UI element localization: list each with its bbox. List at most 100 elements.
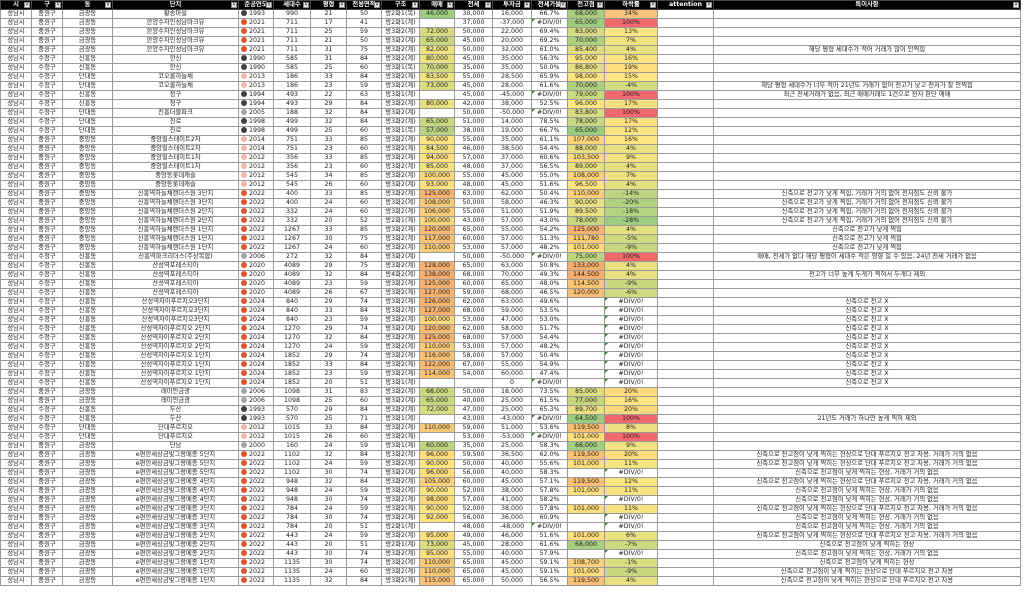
- cell-attention[interactable]: [657, 513, 714, 523]
- cell-previous-peak[interactable]: [567, 468, 605, 478]
- cell-drop-rate[interactable]: 100%: [604, 108, 658, 118]
- cell-attention[interactable]: [657, 27, 714, 37]
- cell-sale-price[interactable]: 82,000: [419, 45, 455, 55]
- cell-structure[interactable]: 방3화2(계): [381, 27, 420, 37]
- cell-jeonse-price[interactable]: 55,000: [454, 207, 493, 217]
- cell-sale-price[interactable]: 90,000: [419, 135, 455, 145]
- cell-attention[interactable]: [657, 90, 714, 100]
- cell-complex[interactable]: e편한세상금빛그랑메종 3단지: [112, 513, 239, 523]
- cell-notes[interactable]: 신축으로 전고가 낮게 찍힘: [713, 234, 1021, 244]
- cell-structure[interactable]: 방3화2(계): [381, 387, 420, 397]
- cell-drop-rate[interactable]: 12%: [604, 126, 658, 136]
- cell-structure[interactable]: 방3화2(계): [381, 423, 420, 433]
- cell-jeonse-price[interactable]: 50,000: [454, 252, 493, 262]
- cell-previous-peak[interactable]: 89,700: [567, 405, 605, 415]
- cell-previous-peak[interactable]: 77,000: [567, 396, 605, 406]
- cell-structure[interactable]: 방3화2(계): [381, 504, 420, 514]
- cell-sale-price[interactable]: 100,000: [419, 171, 455, 181]
- cell-notes[interactable]: 신축으로 전고점이 낮게 찍히는 현상, 거래가 거의 없음: [713, 468, 1021, 478]
- cell-pyeong[interactable]: 24: [310, 243, 347, 253]
- cell-jeonse-ratio[interactable]: 60.9%: [531, 513, 568, 523]
- cell-exclusive-area[interactable]: 59: [346, 279, 382, 289]
- cell-households[interactable]: 356: [273, 162, 311, 172]
- cell-structure[interactable]: 방3화2(계): [381, 45, 420, 55]
- cell-city[interactable]: 성남시: [0, 423, 32, 433]
- cell-dong[interactable]: 금광동: [62, 477, 113, 487]
- cell-notes[interactable]: 신축으로 전고점이 낮게 찍히는 현상으로 단대 푸르지오 전고 차용, 거래가…: [713, 531, 1021, 541]
- cell-investment[interactable]: 20,000: [492, 36, 532, 46]
- cell-jeonse-ratio[interactable]: 51.9%: [531, 207, 568, 217]
- cell-previous-peak[interactable]: 88,000: [567, 144, 605, 154]
- cell-complex[interactable]: e편한세상금빛그랑메종 2단지: [112, 531, 239, 541]
- cell-dong[interactable]: 중앙동: [62, 144, 113, 154]
- cell-attention[interactable]: [657, 108, 714, 118]
- cell-attention[interactable]: [657, 351, 714, 361]
- cell-structure[interactable]: 방3화2(계): [381, 342, 420, 352]
- cell-attention[interactable]: [657, 180, 714, 190]
- cell-households[interactable]: 948: [273, 477, 311, 487]
- header-completion-year[interactable]: 준공연도 ▾: [238, 0, 274, 10]
- cell-jeonse-price[interactable]: 49,000: [454, 531, 493, 541]
- cell-investment[interactable]: 25,000: [492, 396, 532, 406]
- cell-sale-price[interactable]: 120,000: [419, 324, 455, 334]
- cell-investment[interactable]: 45,000: [492, 558, 532, 568]
- cell-dong[interactable]: 금광동: [62, 567, 113, 577]
- cell-city[interactable]: 성남시: [0, 333, 32, 343]
- cell-city[interactable]: 성남시: [0, 252, 32, 262]
- cell-households[interactable]: 443: [273, 540, 311, 550]
- cell-drop-rate[interactable]: 34%: [604, 9, 658, 19]
- cell-district[interactable]: 수정구: [31, 279, 63, 289]
- cell-exclusive-area[interactable]: 84: [346, 405, 382, 415]
- cell-households[interactable]: 840: [273, 315, 311, 325]
- cell-structure[interactable]: 방3화2(계): [381, 99, 420, 109]
- cell-jeonse-price[interactable]: [454, 378, 493, 388]
- cell-households[interactable]: 1102: [273, 468, 311, 478]
- cell-notes[interactable]: [713, 279, 1021, 289]
- cell-investment[interactable]: 36,000: [492, 513, 532, 523]
- cell-sale-price[interactable]: 125,000: [419, 189, 455, 199]
- cell-structure[interactable]: 방3화2(계): [381, 477, 420, 487]
- cell-structure[interactable]: 방3화1(계): [381, 378, 420, 388]
- cell-city[interactable]: 성남시: [0, 72, 32, 82]
- cell-sale-price[interactable]: 96,000: [419, 468, 455, 478]
- cell-pyeong[interactable]: 21: [310, 9, 347, 19]
- cell-drop-rate[interactable]: 12%: [604, 477, 658, 487]
- cell-district[interactable]: 중원구: [31, 180, 63, 190]
- cell-city[interactable]: 성남시: [0, 234, 32, 244]
- cell-notes[interactable]: [713, 162, 1021, 172]
- cell-notes[interactable]: [713, 180, 1021, 190]
- cell-district[interactable]: 중원구: [31, 216, 63, 226]
- cell-previous-peak[interactable]: 85,400: [567, 45, 605, 55]
- cell-sale-price[interactable]: 65,000: [419, 36, 455, 46]
- cell-drop-rate[interactable]: 16%: [604, 135, 658, 145]
- cell-exclusive-area[interactable]: 84: [346, 99, 382, 109]
- cell-sale-price[interactable]: [419, 522, 455, 532]
- cell-exclusive-area[interactable]: 84: [346, 306, 382, 316]
- cell-dong[interactable]: 중앙동: [62, 225, 113, 235]
- cell-structure[interactable]: 방3화2(계): [381, 324, 420, 334]
- cell-drop-rate[interactable]: #DIV/0!: [604, 297, 658, 307]
- cell-notes[interactable]: [713, 108, 1021, 118]
- cell-households[interactable]: 948: [273, 486, 311, 496]
- cell-exclusive-area[interactable]: 85: [346, 225, 382, 235]
- cell-drop-rate[interactable]: 4%: [604, 261, 658, 271]
- cell-notes[interactable]: 신축으로 전고 X: [713, 378, 1021, 388]
- cell-completion-year[interactable]: 2022: [238, 189, 274, 199]
- cell-pyeong[interactable]: 20: [310, 378, 347, 388]
- cell-dong[interactable]: 신흥동: [62, 270, 113, 280]
- cell-previous-peak[interactable]: 70,000: [567, 81, 605, 91]
- cell-completion-year[interactable]: 1990: [238, 54, 274, 64]
- cell-pyeong[interactable]: 23: [310, 81, 347, 91]
- cell-completion-year[interactable]: 2012: [238, 423, 274, 433]
- cell-attention[interactable]: [657, 126, 714, 136]
- cell-notes[interactable]: 신축으로 전고 X: [713, 315, 1021, 325]
- cell-attention[interactable]: [657, 495, 714, 505]
- cell-jeonse-ratio[interactable]: #DIV/0!: [531, 252, 568, 262]
- cell-investment[interactable]: -50,000: [492, 108, 532, 118]
- cell-dong[interactable]: 중앙동: [62, 189, 113, 199]
- cell-city[interactable]: 성남시: [0, 18, 32, 28]
- cell-investment[interactable]: -50,000: [492, 252, 532, 262]
- cell-completion-year[interactable]: 1994: [238, 99, 274, 109]
- cell-completion-year[interactable]: 2014: [238, 144, 274, 154]
- cell-exclusive-area[interactable]: 41: [346, 18, 382, 28]
